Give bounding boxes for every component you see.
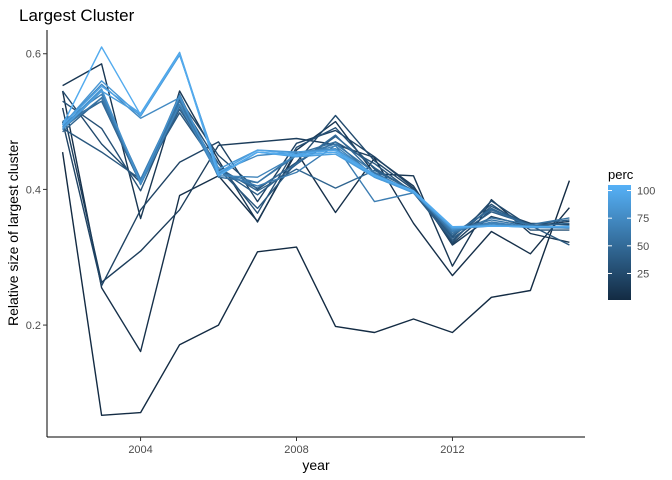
series-line-20 bbox=[61, 46, 570, 228]
series-layer bbox=[61, 46, 571, 416]
x-tick-label: 2012 bbox=[440, 444, 464, 456]
x-ticks: 2004 2008 2012 bbox=[128, 437, 465, 456]
y-tick-label: 0.2 bbox=[26, 320, 41, 332]
series-line-6 bbox=[62, 100, 570, 238]
y-tick-label: 0.4 bbox=[26, 184, 41, 196]
x-tick-label: 2004 bbox=[128, 444, 152, 456]
x-axis-title: year bbox=[302, 457, 330, 473]
series-line-0 bbox=[61, 151, 571, 416]
legend-tick-label: 75 bbox=[637, 213, 649, 225]
legend-colorbar bbox=[608, 185, 631, 300]
y-tick-label: 0.6 bbox=[26, 49, 41, 61]
series-line-4 bbox=[61, 121, 570, 287]
legend-tick-label: 25 bbox=[637, 268, 649, 280]
legend-title: perc bbox=[608, 167, 634, 182]
x-tick-label: 2008 bbox=[284, 444, 308, 456]
series-line-3 bbox=[61, 107, 570, 283]
y-ticks: 0.2 0.4 0.6 bbox=[26, 49, 47, 332]
series-line-13 bbox=[62, 93, 570, 233]
legend-tick-label: 100 bbox=[637, 186, 655, 198]
series-line-2 bbox=[62, 63, 570, 267]
y-axis-title: Relative size of largest cluster bbox=[5, 140, 21, 326]
series-line-1 bbox=[61, 90, 570, 353]
chart-title: Largest Cluster bbox=[19, 6, 135, 25]
legend: perc 25 50 75 100 bbox=[608, 167, 655, 300]
legend-ticks: 25 50 75 100 bbox=[608, 186, 655, 280]
legend-tick-label: 50 bbox=[637, 241, 649, 253]
